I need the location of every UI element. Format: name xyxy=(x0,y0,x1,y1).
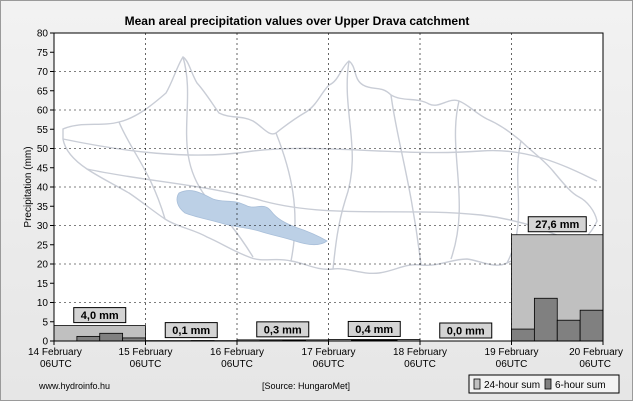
legend-label-24-hour: 24-hour sum xyxy=(484,380,540,391)
bar-6-hour xyxy=(77,336,100,341)
y-tick-label: 35 xyxy=(37,202,49,213)
y-tick-label: 45 xyxy=(37,163,49,174)
sum-label: 0,1 mm xyxy=(172,325,210,337)
y-tick-label: 0 xyxy=(42,337,48,348)
x-tick-label-time: 06UTC xyxy=(404,359,436,370)
x-tick-label-date: 16 February xyxy=(210,347,264,358)
bar-6-hour xyxy=(534,298,557,341)
x-tick-label-time: 06UTC xyxy=(40,359,72,370)
y-tick-label: 30 xyxy=(37,221,49,232)
bar-6-hour xyxy=(557,320,580,341)
website-credit: www.hydroinfo.hu xyxy=(38,381,110,391)
source-credit: [Source: HungaroMet] xyxy=(262,381,350,391)
x-tick-label-date: 19 February xyxy=(485,347,539,358)
legend-label-6-hour: 6-hour sum xyxy=(555,380,606,391)
y-tick-label: 5 xyxy=(42,317,48,328)
x-tick-label-time: 06UTC xyxy=(579,359,611,370)
y-axis-ticks: 0 5 10 15 20 25 30 35 40 45 50 55 60 65 70 75 80 xyxy=(37,29,54,348)
legend-swatch-24-hour xyxy=(474,379,480,389)
sum-label: 0,0 mm xyxy=(447,326,485,338)
y-tick-label: 50 xyxy=(37,144,49,155)
legend-swatch-6-hour xyxy=(545,379,551,389)
chart-title: Mean areal precipitation values over Upp… xyxy=(125,14,470,28)
y-tick-label: 75 xyxy=(37,48,49,59)
y-tick-label: 80 xyxy=(37,29,49,40)
y-tick-label: 25 xyxy=(37,240,49,251)
x-tick-label-date: 20 February xyxy=(569,347,623,358)
bar-6-hour xyxy=(512,329,535,341)
x-tick-label-time: 06UTC xyxy=(221,359,253,370)
y-tick-label: 10 xyxy=(37,298,49,309)
sum-label: 27,6 mm xyxy=(535,219,579,231)
sum-label: 0,4 mm xyxy=(355,324,393,336)
x-tick-label-date: 18 February xyxy=(393,347,447,358)
y-tick-label: 60 xyxy=(37,106,49,117)
y-tick-label: 20 xyxy=(37,260,49,271)
y-tick-label: 55 xyxy=(37,125,49,136)
x-tick-label-date: 14 February xyxy=(28,347,82,358)
x-tick-label-time: 06UTC xyxy=(130,359,162,370)
y-axis-label: Precipitation (mm) xyxy=(23,146,34,227)
x-tick-label-time: 06UTC xyxy=(496,359,528,370)
y-tick-label: 65 xyxy=(37,86,49,97)
x-tick-label-time: 06UTC xyxy=(313,359,345,370)
y-tick-label: 40 xyxy=(37,183,49,194)
y-tick-label: 15 xyxy=(37,279,49,290)
legend: 24-hour sum 6-hour sum xyxy=(469,375,619,393)
sum-label: 4,0 mm xyxy=(81,310,119,322)
x-tick-label-date: 15 February xyxy=(119,347,173,358)
sum-label: 0,3 mm xyxy=(264,324,302,336)
x-tick-label-date: 17 February xyxy=(302,347,356,358)
y-tick-label: 70 xyxy=(37,67,49,78)
bar-6-hour xyxy=(580,310,603,341)
bar-6-hour xyxy=(100,333,123,341)
